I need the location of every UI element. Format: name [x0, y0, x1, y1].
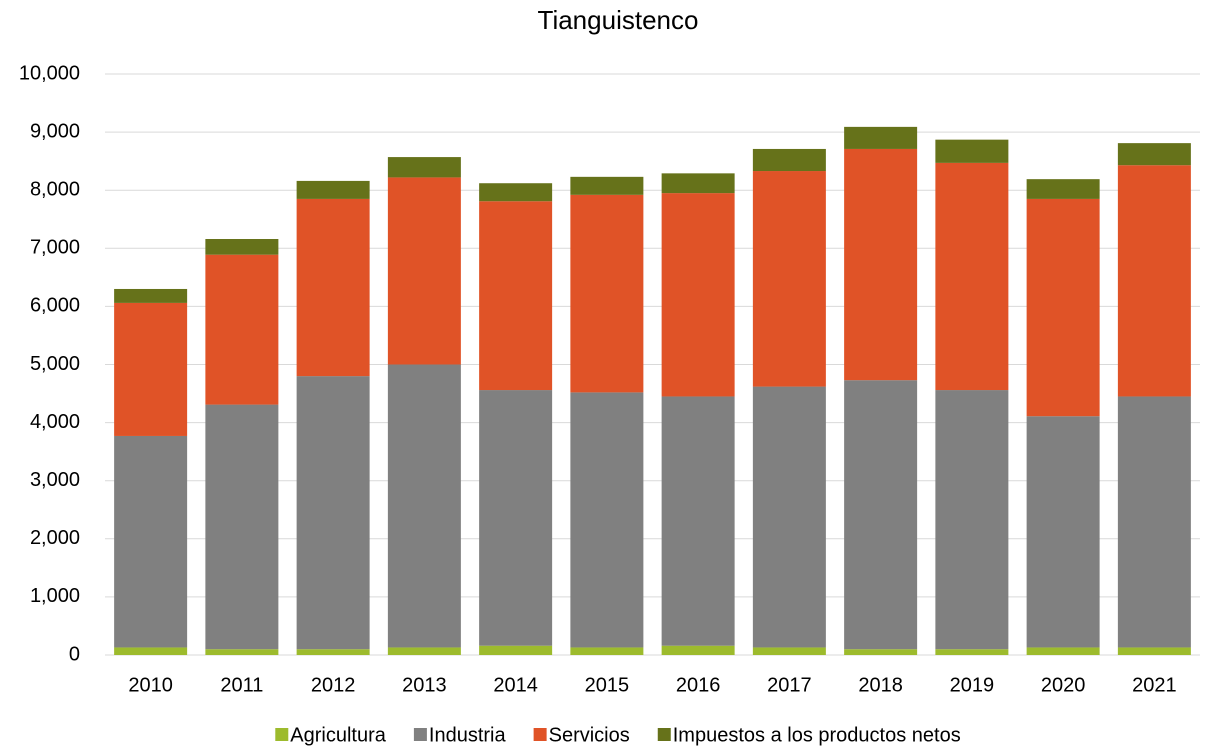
y-tick-label: 9,000: [30, 120, 80, 142]
bar-segment: [570, 647, 644, 655]
bar-segment: [387, 177, 461, 365]
bar-segment: [479, 645, 553, 655]
bar-segment: [844, 380, 918, 650]
legend-label: Impuestos a los productos netos: [673, 724, 961, 746]
bar-segment: [935, 649, 1009, 655]
bar-segment: [844, 148, 918, 381]
bar-segment: [1026, 179, 1100, 199]
x-tick-label: 2019: [950, 674, 995, 696]
bar-segment: [1117, 647, 1191, 655]
bar-segment: [661, 645, 735, 655]
legend-label: Agricultura: [290, 724, 386, 746]
bar-segment: [570, 194, 644, 393]
bar-segment: [935, 390, 1009, 650]
bar-segment: [752, 171, 826, 387]
x-tick-label: 2010: [128, 674, 173, 696]
bar-segment: [205, 239, 279, 255]
x-tick-label: 2018: [858, 674, 903, 696]
x-tick-label: 2017: [767, 674, 812, 696]
bar-segment: [114, 288, 188, 303]
bar-segment: [387, 157, 461, 178]
bar-segment: [205, 649, 279, 655]
x-tick-label: 2013: [402, 674, 447, 696]
bar-segment: [752, 647, 826, 655]
bar-segment: [935, 139, 1009, 163]
bar-segment: [296, 198, 370, 377]
bar-segment: [1026, 647, 1100, 655]
bar-segment: [1026, 198, 1100, 417]
bar-segment: [661, 193, 735, 397]
y-tick-label: 1,000: [30, 585, 80, 607]
y-tick-label: 3,000: [30, 469, 80, 491]
bar-segment: [1117, 165, 1191, 397]
legend-label: Servicios: [549, 724, 630, 746]
bar-segment: [387, 647, 461, 655]
y-tick-label: 4,000: [30, 411, 80, 433]
bar-segment: [844, 126, 918, 149]
bar-segment: [570, 176, 644, 195]
bar-segment: [661, 173, 735, 194]
bar-segment: [387, 364, 461, 648]
bar-segment: [296, 180, 370, 199]
y-tick-label: 2,000: [30, 527, 80, 549]
y-tick-label: 10,000: [19, 62, 80, 84]
y-tick-label: 6,000: [30, 295, 80, 317]
bar-segment: [296, 649, 370, 655]
bar-segment: [752, 386, 826, 648]
x-tick-label: 2011: [220, 674, 263, 696]
legend-swatch: [413, 728, 427, 741]
bar-segment: [114, 302, 188, 436]
chart-title: Tianguistenco: [538, 5, 699, 35]
bar-segment: [479, 390, 553, 646]
x-tick-label: 2012: [311, 674, 356, 696]
legend-label: Industria: [429, 724, 507, 746]
legend-swatch: [657, 728, 671, 741]
x-tick-label: 2020: [1041, 674, 1086, 696]
bar-segment: [296, 376, 370, 650]
bar-segment: [935, 162, 1009, 391]
bar-segment: [114, 647, 188, 655]
bar-segment: [1026, 416, 1100, 648]
x-tick-label: 2021: [1132, 674, 1177, 696]
x-tick-label: 2016: [676, 674, 721, 696]
x-tick-label: 2014: [493, 674, 538, 696]
bar-segment: [479, 201, 553, 391]
bar-segment: [1117, 143, 1191, 166]
bar-segment: [752, 148, 826, 172]
x-tick-label: 2015: [585, 674, 630, 696]
y-tick-label: 0: [69, 643, 80, 665]
bar-segment: [479, 183, 553, 202]
y-tick-label: 7,000: [30, 237, 80, 259]
bar-segment: [1117, 396, 1191, 648]
bar-segment: [205, 254, 279, 405]
bar-segment: [844, 649, 918, 655]
bar-segment: [570, 392, 644, 648]
y-tick-label: 8,000: [30, 178, 80, 200]
legend-swatch: [533, 728, 547, 741]
bar-segment: [661, 396, 735, 646]
bar-segment: [205, 404, 279, 650]
bar-segment: [114, 435, 188, 648]
legend-swatch: [275, 728, 289, 741]
y-tick-label: 5,000: [30, 353, 80, 375]
